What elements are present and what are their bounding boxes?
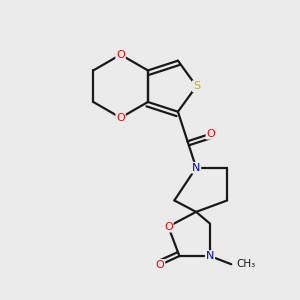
Text: O: O — [156, 260, 164, 270]
Text: O: O — [164, 222, 173, 232]
Text: O: O — [116, 113, 125, 123]
Text: N: N — [206, 251, 214, 261]
Text: O: O — [116, 50, 125, 60]
Text: N: N — [192, 163, 200, 173]
Text: S: S — [193, 81, 200, 91]
Text: O: O — [206, 129, 215, 139]
Text: CH₃: CH₃ — [236, 259, 255, 269]
